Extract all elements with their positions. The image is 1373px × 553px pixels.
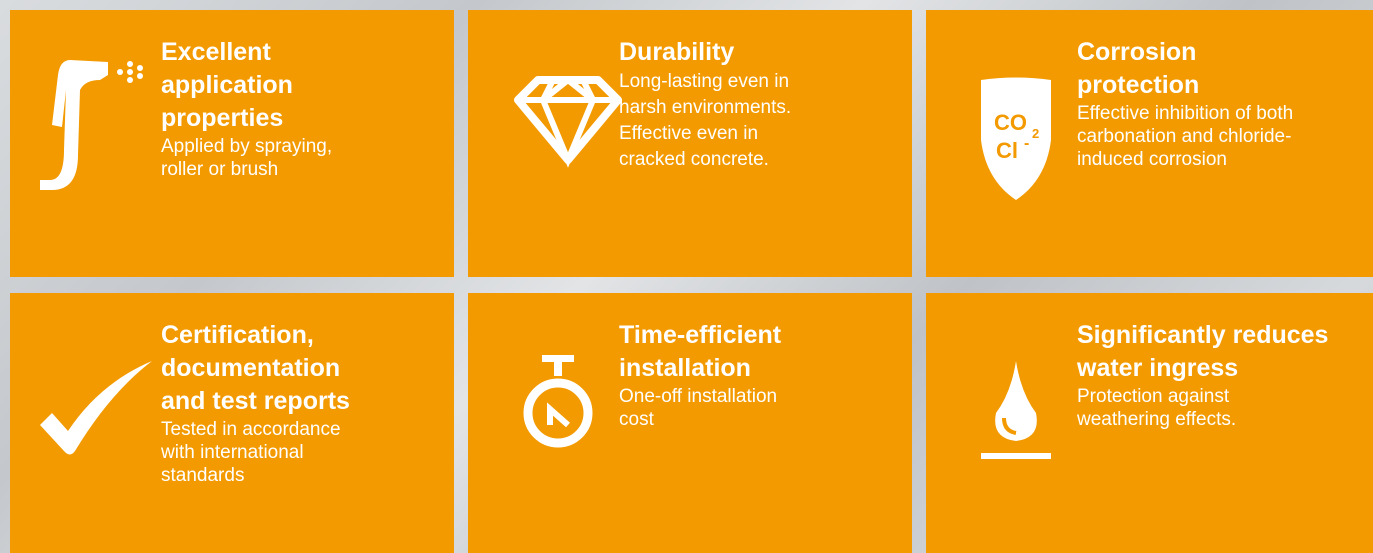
card-body-line: harsh environments. (619, 97, 792, 118)
icon-text: Cl (996, 138, 1018, 163)
card-title-line: properties (161, 104, 284, 132)
card-title-line: documentation (161, 354, 341, 382)
icon-text: 2 (1032, 126, 1039, 141)
stopwatch-icon (523, 355, 593, 448)
card-title-line: Excellent (161, 38, 271, 66)
card-body-line: One-off installation (619, 386, 778, 407)
card-title-line: and test reports (161, 387, 350, 415)
card-text: Time-efficient installation One-off instal… (619, 319, 781, 431)
drop-icon (981, 361, 1051, 459)
icon-text: - (1024, 135, 1029, 152)
card-title-line: Certification, (161, 321, 314, 349)
card-text: Certification, documentation and test repo… (161, 319, 350, 487)
card-title-line: Durability (619, 38, 735, 66)
card-body-line: Tested in accordance (161, 419, 341, 440)
card-text: Corrosion protection Effective inhibition … (1077, 36, 1293, 171)
card-body-line: Protection against (1077, 386, 1230, 407)
card-body-line: carbonation and chloride- (1077, 126, 1292, 147)
card-body-line: weathering effects. (1077, 409, 1237, 430)
card-title-line: installation (619, 354, 751, 382)
icon-text: CO (994, 110, 1027, 135)
diamond-icon (514, 76, 622, 168)
spray-icon (40, 60, 143, 190)
shield-icon: CO 2 Cl - (981, 77, 1051, 200)
feature-card: Time-efficient installation One-off instal… (468, 293, 912, 553)
card-body-line: Long-lasting even in (619, 71, 790, 92)
feature-card: Durability Long-lasting even in harsh envi… (468, 10, 912, 277)
card-body-line: standards (161, 465, 245, 486)
card-title-line: Time-efficient (619, 321, 782, 349)
card-body-line: with international (161, 442, 304, 463)
card-body-line: Applied by spraying, (161, 136, 333, 157)
card-body-line: Effective inhibition of both (1077, 103, 1294, 124)
card-title-line: protection (1077, 71, 1200, 99)
card-title-line: water ingress (1077, 354, 1239, 382)
card-title-line: Corrosion (1077, 38, 1197, 66)
feature-card: CO 2 Cl - Corrosion protection Effective i… (926, 10, 1373, 277)
feature-card: Certification, documentation and test repo… (10, 293, 454, 553)
feature-card: Excellent application properties Applied by… (10, 10, 454, 277)
feature-card: Significantly reduces water ingress Protec… (926, 293, 1373, 553)
card-text: Excellent application properties Applied by… (161, 36, 332, 181)
card-body-line: cost (619, 409, 654, 430)
check-icon (40, 361, 152, 455)
card-body-line: cracked concrete. (619, 149, 769, 170)
card-body-line: induced corrosion (1077, 149, 1227, 170)
card-text: Durability Long-lasting even in harsh envi… (619, 36, 791, 173)
card-title-line: Significantly reduces (1077, 321, 1329, 349)
card-title-line: application (161, 71, 293, 99)
card-text: Significantly reduces water ingress Protec… (1077, 319, 1328, 431)
card-body-line: Effective even in (619, 123, 759, 144)
card-body-line: roller or brush (161, 159, 279, 180)
